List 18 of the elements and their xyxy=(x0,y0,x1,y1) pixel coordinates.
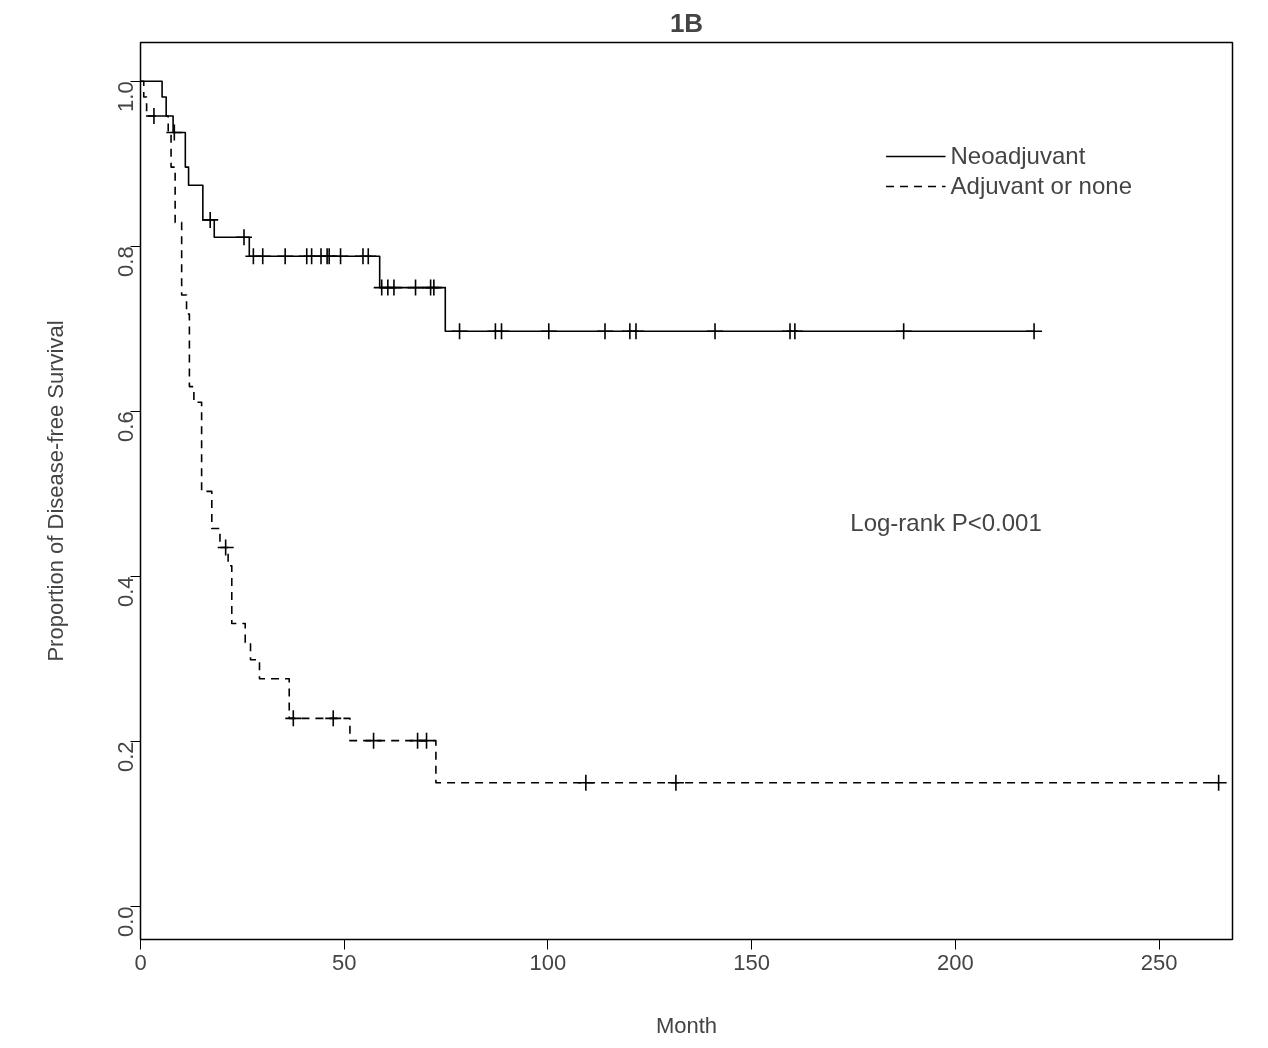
x-tick-label: 200 xyxy=(937,949,974,975)
legend-label: Adjuvant or none xyxy=(950,172,1132,200)
legend-label: Neoadjuvant xyxy=(950,142,1086,170)
y-tick-label: 0.6 xyxy=(113,411,138,442)
x-tick-label: 50 xyxy=(332,949,357,975)
y-axis-title: Proportion of Disease-free Survival xyxy=(42,320,68,662)
x-axis-title: Month xyxy=(655,1012,718,1038)
x-tick-label: 0 xyxy=(134,949,147,975)
annotation: Log-rank P<0.001 xyxy=(850,508,1042,536)
chart-title: 1B xyxy=(669,7,704,38)
y-tick-label: 0.4 xyxy=(113,576,138,607)
y-tick-label: 1.0 xyxy=(113,81,138,112)
x-tick-label: 250 xyxy=(1140,949,1178,975)
y-tick-label: 0.8 xyxy=(113,246,138,277)
x-tick-label: 150 xyxy=(733,949,771,975)
y-tick-label: 0.2 xyxy=(113,741,138,773)
y-tick-label: 0.0 xyxy=(113,906,138,938)
x-tick-label: 100 xyxy=(529,949,567,975)
